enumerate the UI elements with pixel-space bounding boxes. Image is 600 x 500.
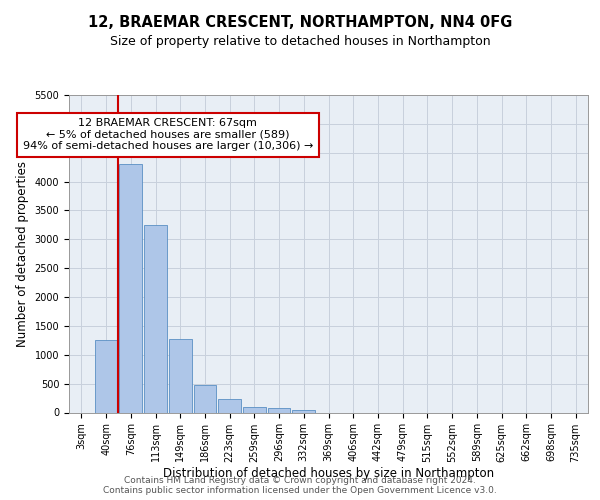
X-axis label: Distribution of detached houses by size in Northampton: Distribution of detached houses by size … xyxy=(163,468,494,480)
Text: Size of property relative to detached houses in Northampton: Size of property relative to detached ho… xyxy=(110,34,490,48)
Bar xyxy=(268,408,290,412)
Bar xyxy=(95,340,118,412)
Bar xyxy=(144,225,167,412)
Bar xyxy=(218,399,241,412)
Bar xyxy=(119,164,142,412)
Bar xyxy=(194,386,216,412)
Bar xyxy=(292,410,315,412)
Bar xyxy=(169,338,191,412)
Y-axis label: Number of detached properties: Number of detached properties xyxy=(16,161,29,347)
Bar xyxy=(243,406,266,412)
Text: 12, BRAEMAR CRESCENT, NORTHAMPTON, NN4 0FG: 12, BRAEMAR CRESCENT, NORTHAMPTON, NN4 0… xyxy=(88,15,512,30)
Text: 12 BRAEMAR CRESCENT: 67sqm
← 5% of detached houses are smaller (589)
94% of semi: 12 BRAEMAR CRESCENT: 67sqm ← 5% of detac… xyxy=(23,118,313,152)
Text: Contains HM Land Registry data © Crown copyright and database right 2024.
Contai: Contains HM Land Registry data © Crown c… xyxy=(103,476,497,495)
